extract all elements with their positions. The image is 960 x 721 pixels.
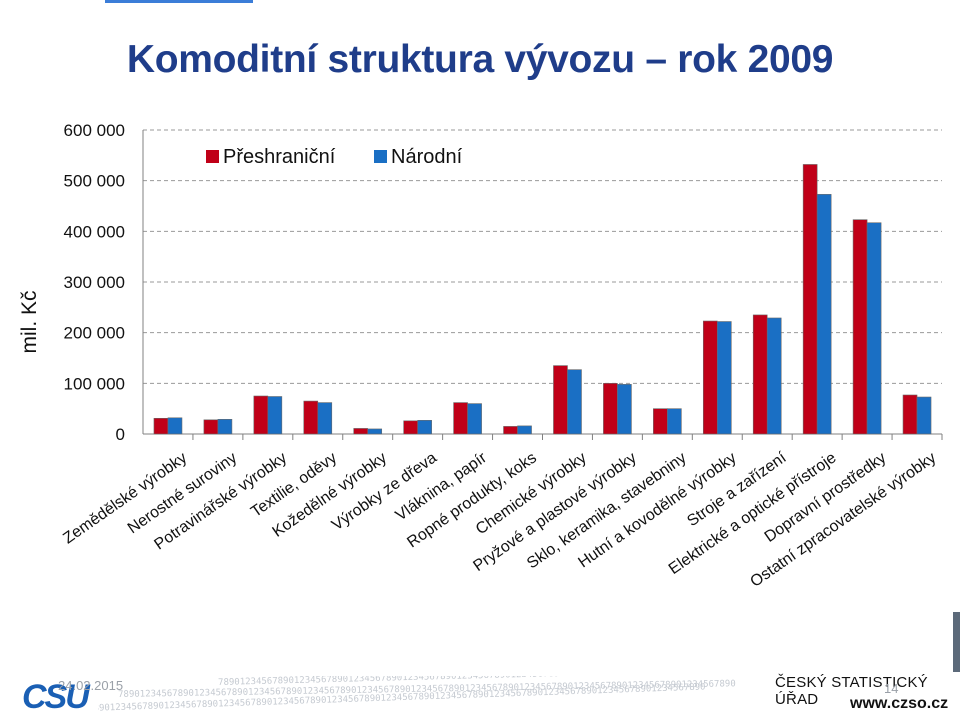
bar-preshranicni <box>503 426 518 435</box>
bar-preshranicni <box>752 314 768 435</box>
bar-narodni <box>517 425 532 435</box>
bar-preshranicni <box>603 383 618 435</box>
legend-label: Přeshraniční <box>223 146 336 168</box>
czso-logo: CSU <box>22 678 93 713</box>
bar-preshranicni <box>802 164 818 435</box>
bar-narodni <box>467 403 482 435</box>
page-number: 14 <box>884 681 899 696</box>
bar-preshranicni <box>553 365 568 435</box>
y-tick-label: 100 000 <box>64 374 125 393</box>
top-accent-bar <box>105 0 253 3</box>
decorative-digit-strip: 7890123456789012345678901234567890123456… <box>98 676 758 716</box>
bar-narodni <box>567 369 582 435</box>
bar-narodni <box>417 420 432 435</box>
bar-preshranicni <box>353 428 369 435</box>
legend-label: Národní <box>391 146 463 168</box>
bar-narodni <box>267 396 283 435</box>
bar-preshranicni <box>902 394 918 435</box>
y-tick-label: 600 000 <box>64 121 125 140</box>
bar-preshranicni <box>153 417 169 435</box>
y-tick-label: 200 000 <box>64 324 125 343</box>
bar-preshranicni <box>702 320 718 435</box>
bar-preshranicni <box>203 419 219 435</box>
bar-narodni <box>866 222 882 435</box>
bar-narodni <box>816 194 832 435</box>
y-tick-label: 400 000 <box>64 222 125 241</box>
logo-text: CSU <box>22 678 91 713</box>
legend-swatch <box>206 150 219 163</box>
footer-date: 24.02.2015 <box>58 678 124 693</box>
bar-narodni <box>916 396 932 435</box>
slide-title: Komoditní struktura vývozu – rok 2009 <box>126 38 834 81</box>
bar-narodni <box>667 408 682 435</box>
bar-preshranicni <box>253 395 269 435</box>
y-tick-label: 300 000 <box>64 273 125 292</box>
bar-narodni <box>167 417 183 435</box>
bar-narodni <box>367 428 383 435</box>
y-tick-label: 0 <box>116 425 125 444</box>
y-tick-label: 500 000 <box>64 172 125 191</box>
bar-narodni <box>766 317 782 435</box>
bar-preshranicni <box>852 219 868 435</box>
bar-preshranicni <box>453 402 468 435</box>
corner-decoration <box>953 612 960 672</box>
y-axis-title: mil. Kč <box>18 291 41 354</box>
bar-preshranicni <box>303 400 319 435</box>
bar-narodni <box>217 419 233 435</box>
bar-preshranicni <box>653 408 668 435</box>
bar-narodni <box>617 384 632 435</box>
footer-website-link[interactable]: www.czso.cz <box>850 695 949 712</box>
legend-swatch <box>374 150 387 163</box>
bar-narodni <box>716 321 732 435</box>
footer-organization: ČESKÝ STATISTICKÝ ÚŘAD <box>775 674 928 708</box>
bar-preshranicni <box>403 420 418 435</box>
bar-narodni <box>317 402 333 435</box>
